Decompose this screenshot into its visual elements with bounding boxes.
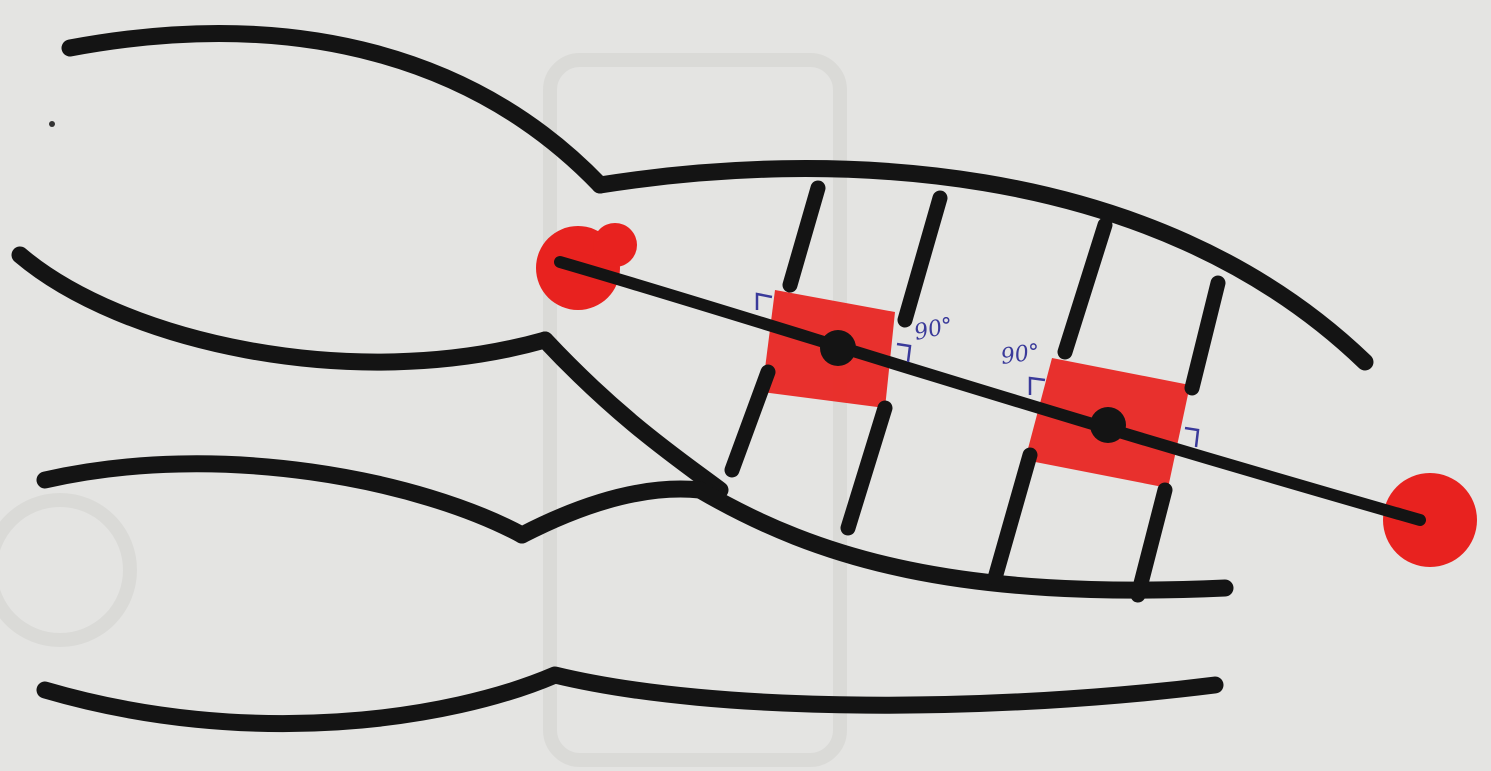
rung-3-upper: [1057, 217, 1113, 360]
bottom-strand: [36, 666, 1224, 733]
crossing-strand-down: [536, 331, 729, 499]
rung-3-lower: [987, 447, 1038, 586]
left-pad-angle-bracket-bottom: [896, 342, 912, 363]
lower-middle-left-strand: [36, 455, 531, 544]
upper-middle-left-strand: [11, 246, 554, 371]
top-left-strand: [61, 25, 609, 194]
right-end-marker: [1383, 473, 1477, 567]
stray-pen-dot: [49, 121, 55, 127]
left-end-marker-blob: [593, 223, 637, 267]
background-ghost-shapes: [0, 53, 847, 767]
lower-junction-strand: [513, 480, 709, 544]
rung-1-lower: [724, 364, 776, 478]
central-axis-line: [554, 256, 1426, 526]
rung-4-lower: [1130, 482, 1173, 603]
rung-2-lower: [840, 400, 893, 536]
left-axis-node: [820, 330, 856, 366]
rung-4-upper: [1184, 275, 1226, 396]
right-pad-angle-bracket-top: [1028, 376, 1046, 395]
left-angle-label: 90°: [912, 313, 955, 346]
rung-1-upper: [782, 180, 826, 293]
rung-2-upper: [897, 190, 948, 328]
right-angle-label: 90°: [999, 340, 1041, 370]
top-strand-upper-edge: [591, 160, 1374, 371]
right-axis-node: [1090, 407, 1126, 443]
right-pad-angle-bracket-bottom: [1184, 426, 1200, 448]
bottom-strand-of-ladder: [691, 481, 1234, 599]
left-pad-angle-bracket-top: [755, 292, 773, 310]
